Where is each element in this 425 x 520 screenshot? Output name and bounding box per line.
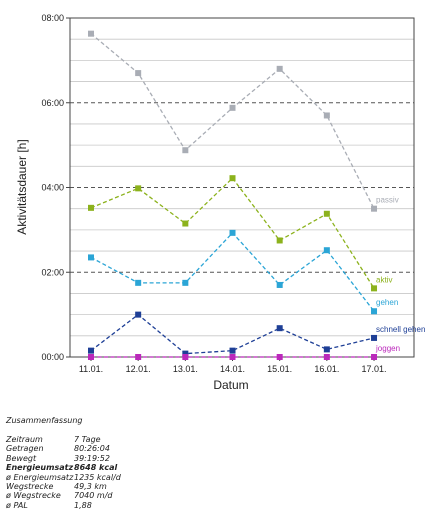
x-tick-label: 13.01. (173, 364, 198, 374)
summary-value: 80:26:04 (74, 444, 110, 454)
data-point (229, 104, 236, 111)
data-point (135, 70, 142, 77)
data-point (323, 354, 330, 360)
data-point (135, 354, 142, 360)
data-point (276, 325, 283, 332)
summary-label: Wegstrecke (6, 481, 54, 491)
x-tick-labels: 11.01. 12.01. 13.01. 14.01. 15.01. 16.01. 17.0… (79, 364, 387, 374)
y-tick-label: 00:00 (41, 352, 64, 362)
summary-row: Wegstrecke 49,3 km (6, 482, 306, 491)
data-point (182, 147, 189, 154)
summary-value: 8648 kcal (74, 463, 118, 473)
data-point (229, 175, 236, 182)
data-point (276, 237, 283, 244)
data-point (135, 279, 142, 286)
x-axis-title: Datum (213, 378, 248, 392)
summary-value: 49,3 km (74, 481, 107, 491)
series-group: passiv aktiv gehen schnell gehen joggen (88, 30, 425, 360)
data-point (229, 229, 236, 236)
data-point (88, 347, 94, 354)
summary-table: Zeitraum 7 Tage Getragen 80:26:04 Bewegt 39:1… (6, 435, 306, 510)
x-tick-label: 17.01. (362, 364, 387, 374)
data-point (323, 112, 330, 119)
activity-chart: passiv aktiv gehen schnell gehen joggen 00:0… (15, 13, 425, 392)
summary-label: ø PAL (6, 500, 28, 510)
x-tick-label: 15.01. (267, 364, 292, 374)
summary-row: ø PAL 1,88 (6, 501, 306, 510)
data-point (371, 308, 378, 315)
y-tick-label: 08:00 (41, 13, 64, 23)
data-point (182, 220, 189, 227)
data-point (323, 210, 330, 217)
summary-value: 1,88 (74, 500, 92, 510)
y-tick-labels: 00:00 02:00 04:00 06:00 08:00 (41, 13, 64, 362)
summary-title: Zusammenfassung (6, 416, 83, 425)
series-label: aktiv (376, 275, 392, 284)
data-point (182, 354, 189, 360)
data-point (371, 205, 378, 212)
data-point (88, 204, 94, 211)
series-label: joggen (375, 344, 400, 353)
series-aktiv: aktiv (88, 175, 392, 292)
plot-frame (66, 17, 415, 361)
data-point (323, 247, 330, 254)
series-label: schnell gehen (376, 325, 425, 334)
summary-value: 39:19:52 (74, 453, 110, 463)
summary-value: 7 Tage (74, 435, 101, 444)
series-gehen: gehen (88, 229, 398, 315)
series-label: passiv (376, 196, 399, 205)
data-point (182, 279, 189, 286)
summary-row: ø Energieumsatz 1235 kcal/d (6, 473, 306, 482)
data-point (323, 346, 330, 353)
series-passiv: passiv (88, 30, 399, 212)
y-tick-label: 04:00 (41, 183, 64, 193)
y-tick-label: 02:00 (41, 267, 64, 277)
summary-row: Zeitraum 7 Tage (6, 435, 306, 444)
data-point (182, 350, 189, 357)
data-point (371, 334, 378, 341)
summary-row: Getragen 80:26:04 (6, 444, 306, 453)
x-tick-label: 11.01. (79, 364, 103, 374)
y-axis-title: Aktivitätsdauer [h] (15, 139, 29, 234)
x-tick-label: 16.01. (314, 364, 339, 374)
data-point (88, 30, 94, 37)
series-line (90, 33, 375, 209)
summary-value: 7040 m/d (74, 491, 113, 501)
data-point (229, 347, 236, 354)
summary-row: Bewegt 39:19:52 (6, 454, 306, 463)
grid-lines (70, 38, 414, 337)
data-point (229, 354, 236, 360)
summary-label: ø Energieumsatz (6, 472, 74, 482)
summary-label: Zeitraum (6, 435, 43, 444)
summary-label: ø Wegstrecke (6, 491, 61, 501)
data-point (135, 185, 142, 192)
data-point (135, 311, 142, 318)
summary-value: 1235 kcal/d (74, 472, 121, 482)
data-point (88, 354, 94, 360)
x-tick-label: 12.01. (126, 364, 151, 374)
series-schnell-gehen: schnell gehen (88, 311, 425, 357)
summary-row: Energieumsatz 8648 kcal (6, 463, 306, 472)
data-point (371, 354, 378, 360)
summary-row: ø Wegstrecke 7040 m/d (6, 491, 306, 500)
summary-label: Energieumsatz (6, 463, 74, 473)
data-point (88, 254, 94, 261)
summary-label: Bewegt (6, 453, 37, 463)
series-label: gehen (376, 298, 398, 307)
summary-panel: Zusammenfassung Zeitraum 7 Tage Getragen 80… (6, 416, 306, 510)
data-point (276, 281, 283, 288)
y-tick-label: 06:00 (41, 98, 64, 108)
summary-label: Getragen (6, 444, 44, 454)
data-point (276, 65, 283, 72)
data-point (276, 354, 283, 360)
data-point (371, 285, 378, 292)
x-tick-label: 14.01. (220, 364, 245, 374)
series-joggen: joggen (88, 344, 400, 360)
